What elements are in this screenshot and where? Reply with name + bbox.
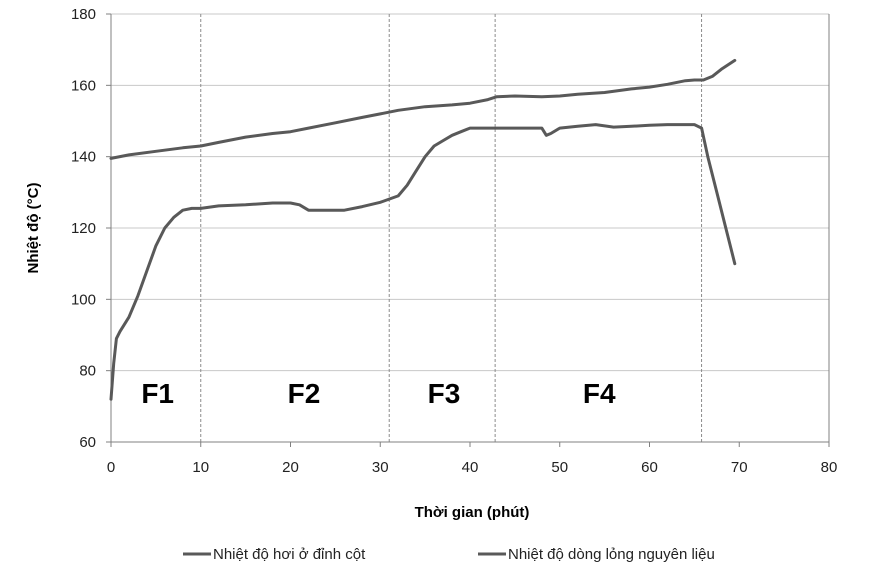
- y-tick-label: 180: [71, 6, 96, 23]
- legend: Nhiệt độ hơi ở đỉnh cột Nhiệt độ dòng lỏ…: [183, 546, 715, 563]
- y-tick-label: 140: [71, 149, 96, 166]
- x-tick-label: 70: [731, 459, 748, 476]
- fraction-region-labels: F1 F2 F3 F4: [141, 378, 616, 409]
- plot-area: F1 F2 F3 F4 60 80 100 120 140 160 180 0 10 20 30 40 50…: [71, 6, 837, 476]
- region-label-f4: F4: [583, 378, 616, 409]
- y-tick-label: 100: [71, 291, 96, 308]
- x-tick-label: 50: [551, 459, 568, 476]
- x-tick-label: 30: [372, 459, 389, 476]
- series-lines: [109, 58, 737, 401]
- x-tick-label: 20: [282, 459, 299, 476]
- region-label-f1: F1: [141, 378, 174, 409]
- series-line-2: [109, 58, 737, 160]
- series-line-1: [109, 123, 737, 401]
- x-axis-title: Thời gian (phút): [415, 504, 530, 521]
- y-tick-labels: 60 80 100 120 140 160 180: [71, 6, 96, 451]
- fraction-dividers: [200, 14, 703, 442]
- x-tick-label: 0: [107, 459, 115, 476]
- region-label-f3: F3: [428, 378, 461, 409]
- x-tick-labels: 0 10 20 30 40 50 60 70 80: [107, 459, 838, 476]
- legend-label-series-1: Nhiệt độ hơi ở đỉnh cột: [213, 546, 366, 563]
- legend-label-series-2: Nhiệt độ dòng lỏng nguyên liệu: [508, 546, 715, 563]
- y-tick-label: 60: [79, 434, 96, 451]
- y-tick-label: 160: [71, 77, 96, 94]
- x-tick-label: 40: [462, 459, 479, 476]
- region-label-f2: F2: [288, 378, 321, 409]
- y-tick-label: 120: [71, 220, 96, 237]
- gridlines: [111, 13, 829, 372]
- y-axis-title: Nhiệt độ (°C): [25, 183, 42, 274]
- y-tick-label: 80: [79, 363, 96, 380]
- x-tick-label: 10: [192, 459, 209, 476]
- x-tick-label: 60: [641, 459, 658, 476]
- axes: [106, 13, 830, 447]
- x-tick-label: 80: [821, 459, 838, 476]
